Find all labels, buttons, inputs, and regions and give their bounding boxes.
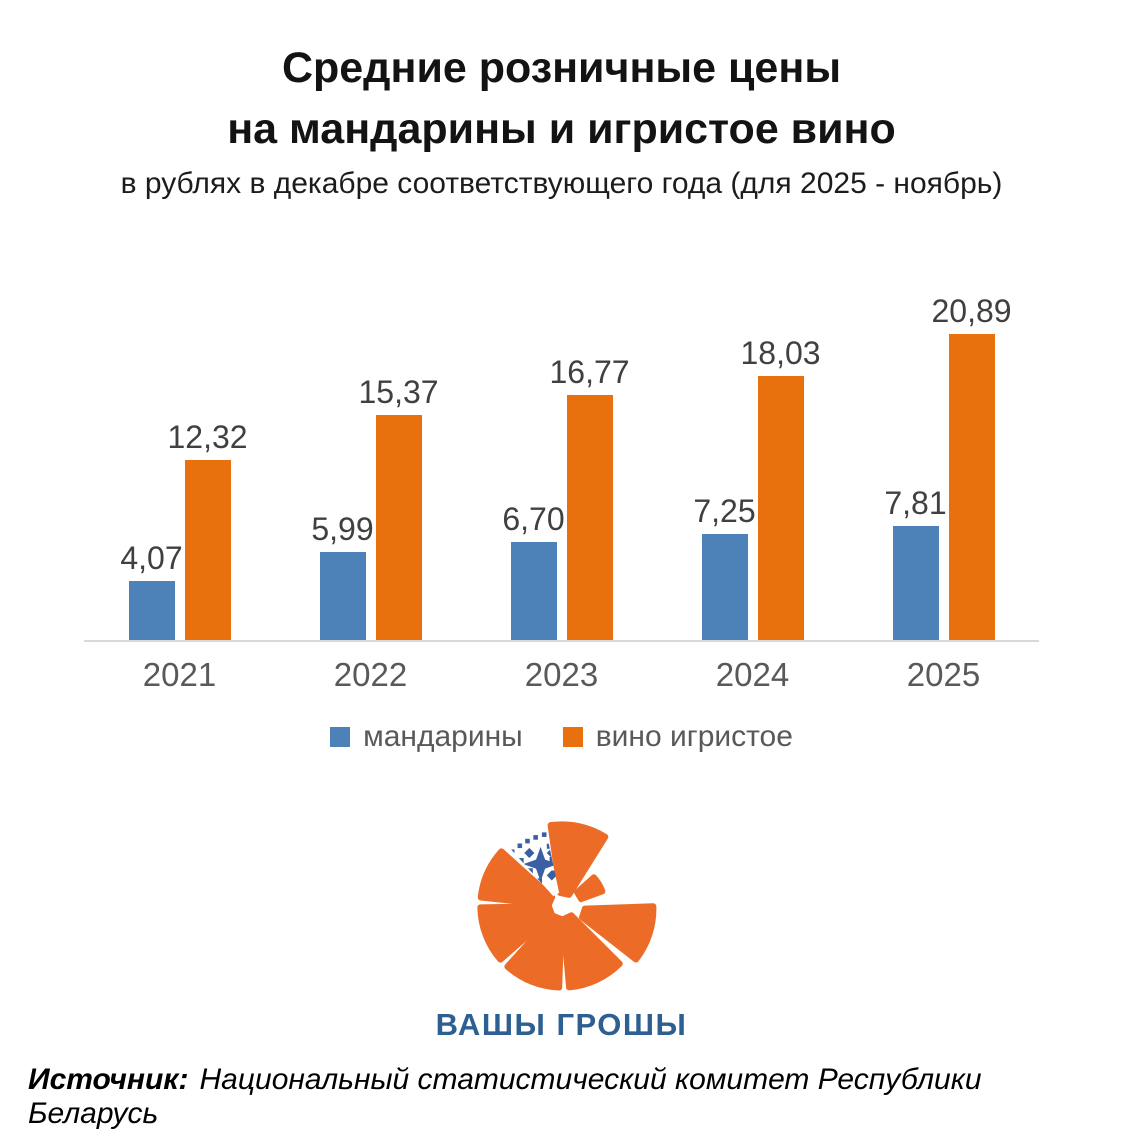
value-label-2024-wine: 18,03 xyxy=(740,335,821,371)
value-label-2021-wine: 12,32 xyxy=(167,418,248,455)
bar-wrap: 20,89 xyxy=(931,295,1012,641)
bar-2022-wine xyxy=(375,415,422,641)
orange-slices-logo-icon xyxy=(476,821,656,991)
bar-2024-mandarins xyxy=(701,533,748,641)
value-label-2022-mandarins: 5,99 xyxy=(311,511,374,548)
legend-swatch-mandarins-icon xyxy=(330,727,351,748)
bar-2021-mandarins xyxy=(128,580,175,641)
legend-label-mandarins: мандарины xyxy=(363,720,523,754)
legend-item-sparkling-wine: вино игристое xyxy=(562,720,793,754)
vashy-groshy-logo: ВАШЫ ГРОШЫ xyxy=(0,814,1123,1043)
bar-wrap: 16,77 xyxy=(549,356,630,641)
bar-group-2021: 4,07 12,32 xyxy=(84,421,275,641)
bar-wrap: 7,25 xyxy=(693,495,756,641)
bar-group-2022: 5,99 15,37 xyxy=(275,376,466,641)
source-note: Источник: Национальный статистический ком… xyxy=(28,1063,1095,1131)
title-line-2: на мандарины и игристое вино xyxy=(227,105,896,154)
bar-wrap: 4,07 xyxy=(120,542,183,641)
value-label-2025-wine: 20,89 xyxy=(931,293,1012,330)
bar-wrap: 12,32 xyxy=(167,421,248,641)
bar-group-2024: 7,25 18,03 xyxy=(657,337,848,641)
bar-2022-mandarins xyxy=(319,552,366,641)
logo-orange-wedges xyxy=(476,821,656,991)
chart-legend: мандарины вино игристое xyxy=(0,720,1123,754)
bar-2021-wine xyxy=(184,459,231,641)
bar-wrap: 15,37 xyxy=(358,376,439,641)
bar-2024-wine xyxy=(757,376,804,641)
value-label-2023-wine: 16,77 xyxy=(549,353,630,390)
x-axis-label-2021: 2021 xyxy=(142,656,217,694)
bar-chart: 4,07 12,32 5,99 15,37 6,70 16,77 7,25 18,03 7,81… xyxy=(84,225,1039,694)
legend-item-mandarins: мандарины xyxy=(330,720,523,754)
page-title: Средние розничные цены на мандарины и иг… xyxy=(0,0,1123,160)
bar-wrap: 6,70 xyxy=(502,503,565,641)
source-label: Источник: xyxy=(28,1063,189,1097)
bar-2023-mandarins xyxy=(510,542,557,641)
x-axis-label-2022: 2022 xyxy=(333,656,408,694)
page-subtitle: в рублях в декабре соответствующего года… xyxy=(120,167,1003,201)
legend-label-sparkling-wine: вино игристое xyxy=(595,720,793,754)
bar-2023-wine xyxy=(566,394,613,641)
logo-text: ВАШЫ ГРОШЫ xyxy=(435,1007,688,1043)
bar-2025-mandarins xyxy=(892,525,939,641)
value-label-2024-mandarins: 7,25 xyxy=(693,492,756,529)
bar-group-2023: 6,70 16,77 xyxy=(466,356,657,641)
value-label-2025-mandarins: 7,81 xyxy=(884,484,947,521)
value-label-2021-mandarins: 4,07 xyxy=(120,539,183,576)
plot-area: 4,07 12,32 5,99 15,37 6,70 16,77 7,25 18,03 7,81… xyxy=(84,225,1039,643)
source-text: Национальный статистический комитет Респ… xyxy=(28,1063,982,1131)
bar-wrap: 7,81 xyxy=(884,487,947,641)
x-axis-label-2024: 2024 xyxy=(715,656,790,694)
value-label-2023-mandarins: 6,70 xyxy=(502,501,565,537)
bar-wrap: 18,03 xyxy=(740,337,821,641)
x-axis-labels: 2021 2022 2023 2024 2025 xyxy=(84,656,1039,694)
title-line-1: Средние розничные цены xyxy=(281,44,842,92)
bar-2025-wine xyxy=(948,334,995,641)
bar-wrap: 5,99 xyxy=(311,513,374,641)
legend-swatch-sparkling-wine-icon xyxy=(562,727,583,748)
x-axis-label-2023: 2023 xyxy=(524,656,599,694)
x-axis-label-2025: 2025 xyxy=(906,656,981,694)
bar-group-2025: 7,81 20,89 xyxy=(848,295,1039,641)
value-label-2022-wine: 15,37 xyxy=(358,374,439,410)
